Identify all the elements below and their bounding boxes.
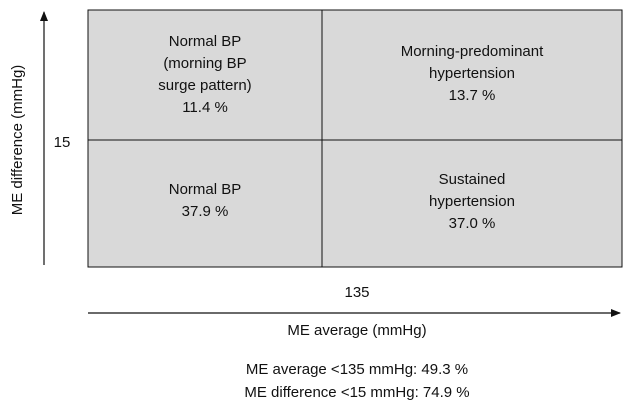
- quadrant-text: Normal BP: [169, 33, 242, 50]
- footnote: ME average <135 mmHg: 49.3 %: [246, 361, 468, 378]
- quadrant-text: Morning-predominant: [401, 43, 544, 60]
- quadrant-text: 11.4 %: [182, 99, 228, 116]
- y-threshold: 15: [54, 134, 71, 151]
- footnote: ME difference <15 mmHg: 74.9 %: [244, 384, 469, 401]
- quadrant-text: 37.9 %: [182, 203, 229, 220]
- quadrant-text: (morning BP: [163, 55, 246, 72]
- quadrant-text: 13.7 %: [449, 87, 496, 104]
- quadrant-box: [87, 9, 623, 268]
- quadrant-text: surge pattern): [158, 77, 251, 94]
- x-axis-label: ME average (mmHg): [287, 322, 426, 339]
- quadrant-text: 37.0 %: [449, 215, 496, 232]
- x-threshold: 135: [344, 284, 369, 301]
- quadrant-text: Sustained: [439, 171, 506, 188]
- quadrant-text: hypertension: [429, 193, 515, 210]
- quadrant-text: Normal BP: [169, 181, 242, 198]
- quadrant-text: hypertension: [429, 65, 515, 82]
- y-axis-label: ME difference (mmHg): [9, 65, 26, 216]
